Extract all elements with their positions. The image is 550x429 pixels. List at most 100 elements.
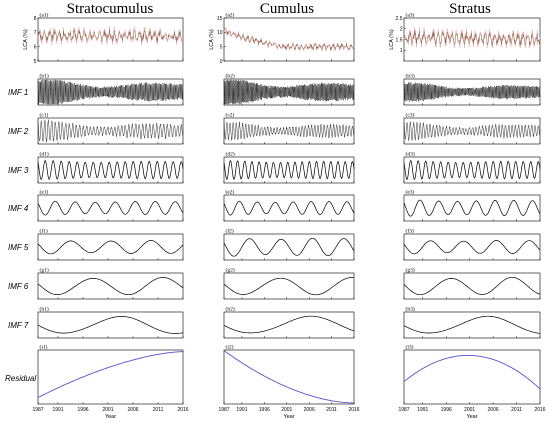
reconstructed-series-line (37, 29, 184, 42)
panel-tag: (h3) (406, 306, 415, 313)
panel-cumulus-row-2: (c2) (223, 112, 355, 145)
panel-frame (223, 17, 355, 62)
panel-tag: (a2) (226, 12, 235, 19)
imf-line (37, 79, 184, 105)
panel-stratus-row-7: (h3) (403, 306, 541, 339)
panel-tag: (d2) (226, 151, 235, 158)
imf-line (403, 199, 541, 217)
panel-frame (223, 156, 355, 184)
x-tick-label: 1987 (398, 407, 409, 413)
panel-stratocumulus-row-0: (a1) 5 6 7 8 LCA (%) (23, 12, 184, 65)
imf-line (223, 315, 355, 334)
reconstructed-series-line (403, 30, 541, 46)
x-tick-label: 1991 (52, 407, 63, 413)
panel-frame (37, 117, 184, 145)
panel-stratocumulus-row-2: (c1) (37, 112, 184, 145)
y-tick-label: 10 (217, 30, 223, 36)
column-title-cumulus: Cumulus (260, 1, 314, 17)
panel-frame (403, 78, 541, 106)
panel-frame (37, 272, 184, 300)
panel-cumulus-row-1: (b2) (223, 73, 355, 106)
imf-line (403, 276, 541, 296)
x-tick-label: 2001 (464, 407, 475, 413)
panel-frame (403, 194, 541, 222)
panel-tag: (i3) (406, 344, 414, 351)
panel-frame (37, 156, 184, 184)
panel-tag: (h2) (226, 306, 235, 313)
panel-frame (37, 233, 184, 261)
residual-line (37, 351, 184, 398)
panel-frame (223, 233, 355, 261)
panel-tag: (d3) (406, 151, 415, 158)
row-label-imf2: IMF 2 (8, 127, 29, 136)
imf-line (223, 200, 355, 216)
panel-tag: (e1) (40, 189, 49, 196)
row-label-residual: Residual (5, 374, 36, 383)
panel-frame (403, 117, 541, 145)
x-tick-label: 2011 (153, 407, 164, 413)
panel-stratocumulus-row-8: (i1) 1987 1991 1996 2001 2006 2011 2016 Year (32, 344, 188, 421)
panel-tag: (c3) (406, 112, 415, 119)
y-tick-label: 2.5 (396, 16, 403, 22)
imf-line (223, 121, 355, 142)
imf-line (37, 119, 184, 143)
imf-line (223, 277, 355, 296)
imf-line (223, 237, 355, 257)
panel-tag: (a3) (406, 12, 415, 19)
x-tick-label: 2016 (348, 407, 359, 413)
row-labels: IMF 1 IMF 2 IMF 3 IMF 4 IMF 5 IMF 6 IMF … (5, 88, 36, 383)
y-axis-label: LCA (%) (389, 29, 395, 50)
panel-frame (37, 78, 184, 106)
x-tick-label: 2001 (281, 407, 292, 413)
panel-frame (403, 156, 541, 184)
y-tick-label: 5 (220, 44, 223, 50)
x-tick-label: 2011 (326, 407, 337, 413)
panel-frame (223, 117, 355, 145)
panel-tag: (c1) (40, 112, 49, 119)
y-axis-label: LCA (%) (209, 29, 215, 50)
x-tick-label: 2006 (304, 407, 315, 413)
panel-tag: (a1) (40, 12, 49, 19)
y-tick-label: 1.5 (396, 37, 403, 43)
imf-line (223, 79, 355, 105)
panel-cumulus-row-4: (e2) (223, 189, 355, 222)
y-tick-label: 6 (34, 44, 37, 50)
y-tick-label: 15 (217, 16, 223, 22)
row-label-imf7: IMF 7 (8, 321, 29, 330)
x-tick-label: 1987 (32, 407, 43, 413)
x-axis-label: Year (466, 414, 477, 420)
imf-line (37, 316, 184, 334)
panel-tag: (h1) (40, 306, 49, 313)
panel-tag: (c2) (226, 112, 235, 119)
panel-cumulus-row-8: (i2) 1987 1991 1996 2001 2006 2011 2016 Year (218, 344, 359, 421)
panel-tag: (b1) (40, 73, 49, 80)
panel-stratus-row-3: (d3) (403, 151, 541, 184)
x-tick-label: 2001 (102, 407, 113, 413)
panel-tag: (b2) (226, 73, 235, 80)
x-tick-label: 2006 (127, 407, 138, 413)
panel-stratocumulus-row-5: (f1) (37, 228, 184, 261)
y-tick-label: 0 (220, 59, 223, 65)
panel-cumulus-row-0: (a2) 0 5 10 15 LCA (%) (209, 12, 355, 65)
x-tick-label: 2006 (488, 407, 499, 413)
panel-frame (403, 311, 541, 339)
panel-frame (223, 194, 355, 222)
y-axis-label: LCA (%) (23, 29, 29, 50)
y-tick-label: 1 (400, 48, 403, 54)
panel-stratocumulus-row-7: (h1) (37, 306, 184, 339)
panel-frame (37, 311, 184, 339)
panel-tag: (g2) (226, 267, 235, 274)
x-tick-label: 1987 (218, 407, 229, 413)
panel-stratus-row-2: (c3) (403, 112, 541, 145)
panel-stratus-row-8: (i3) 1987 1991 1996 2001 2006 2011 2016 Year (398, 344, 545, 421)
panel-frame (403, 272, 541, 300)
panel-frame (223, 272, 355, 300)
imf-line (403, 160, 541, 180)
row-label-imf4: IMF 4 (8, 204, 29, 213)
imf-line (223, 160, 355, 180)
y-tick-label: 7 (34, 30, 37, 36)
panel-cumulus-row-5: (f2) (223, 228, 355, 261)
panel-stratus-row-1: (b3) (403, 73, 541, 106)
panel-frame (223, 311, 355, 339)
